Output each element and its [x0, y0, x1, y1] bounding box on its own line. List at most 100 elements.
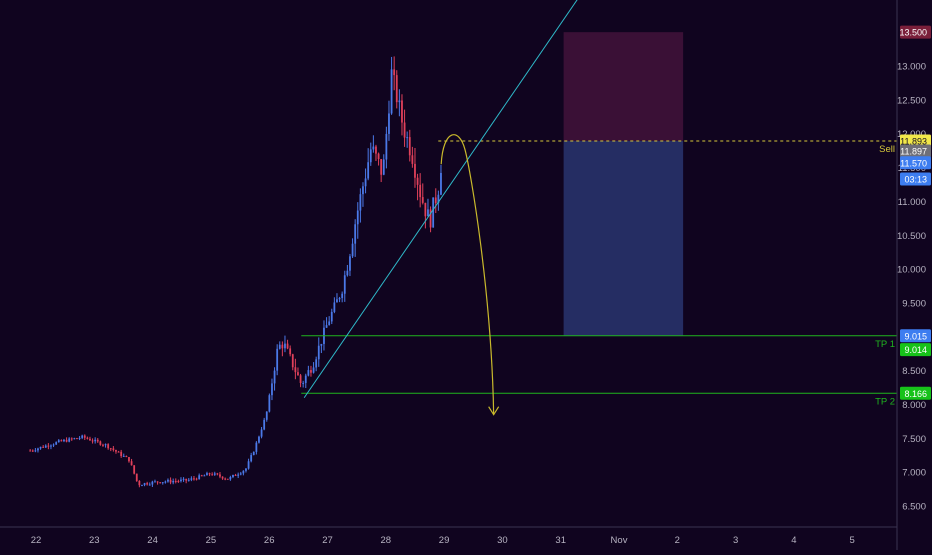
candle-down	[112, 446, 115, 452]
candle-up	[346, 264, 349, 277]
candle-down	[289, 345, 292, 357]
candle-up	[341, 291, 344, 303]
candle-down	[120, 449, 123, 458]
drawing-tools[interactable]: Sell TP 1 TP 2	[301, 0, 897, 416]
candle-body	[247, 461, 250, 469]
candle-down	[297, 367, 299, 376]
candle-body	[434, 197, 437, 204]
candle-body	[385, 133, 388, 160]
candle-up	[320, 343, 323, 354]
candle-body	[185, 478, 188, 481]
candle-body	[416, 177, 419, 185]
candle-body	[89, 438, 91, 441]
candle-down	[408, 129, 411, 162]
candle-down	[99, 440, 102, 446]
candle-down	[380, 159, 383, 183]
candle-body	[86, 437, 89, 439]
level-tp-1[interactable]: TP 1	[301, 335, 897, 350]
candle-body	[156, 481, 159, 483]
candle-down	[401, 94, 403, 136]
candle-body	[208, 473, 211, 475]
price-badge-green: 8.166	[900, 386, 931, 400]
candle-down	[221, 476, 224, 480]
candle-down	[125, 455, 128, 458]
candle-body	[117, 451, 120, 453]
candle-down	[89, 436, 91, 441]
candle-up	[330, 308, 333, 325]
candle-up	[206, 471, 208, 476]
candle-body	[268, 395, 271, 412]
candle-up	[388, 100, 390, 141]
candle-down	[421, 183, 424, 205]
candle-body	[112, 448, 115, 451]
candle-up	[44, 444, 47, 448]
candle-body	[182, 478, 185, 480]
candle-body	[427, 209, 429, 217]
candle-body	[120, 451, 123, 457]
candle-up	[338, 296, 341, 303]
badge-text: 03:13	[904, 175, 927, 185]
level-sell[interactable]: Sell	[438, 140, 897, 155]
candle-up	[432, 197, 435, 228]
candle-down	[109, 447, 112, 452]
x-tick-label: 23	[89, 535, 100, 546]
candle-body	[424, 202, 427, 217]
y-tick-label: 13.000	[897, 62, 926, 73]
candle-up	[268, 393, 271, 413]
candle-up	[247, 458, 250, 470]
candle-body	[151, 481, 154, 485]
candle-body	[34, 450, 37, 452]
candle-up	[284, 335, 286, 353]
y-tick-label: 12.500	[897, 95, 926, 106]
candle-body	[377, 153, 380, 160]
candle-body	[388, 113, 390, 134]
y-tick-label: 8.500	[902, 366, 926, 377]
candle-body	[297, 372, 299, 376]
candle-down	[208, 472, 211, 477]
badge-background	[900, 386, 931, 400]
x-tick-label: 5	[850, 535, 855, 546]
candle-body	[364, 178, 367, 187]
y-tick-label: 7.000	[902, 468, 926, 479]
candle-down	[424, 202, 427, 229]
candle-up	[406, 131, 409, 148]
stop-loss-zone[interactable]	[563, 32, 684, 141]
candle-body	[299, 375, 302, 383]
candle-down	[219, 472, 221, 479]
candle-body	[395, 75, 398, 103]
candle-up	[148, 482, 151, 486]
candle-body	[245, 468, 247, 471]
candle-body	[148, 484, 151, 486]
take-profit-zone[interactable]	[563, 140, 684, 336]
candle-body	[255, 442, 258, 452]
trendline[interactable]	[303, 0, 578, 399]
candle-up	[39, 446, 42, 450]
candle-down	[185, 478, 188, 484]
candle-body	[317, 345, 320, 360]
candle-up	[349, 253, 351, 277]
candle-up	[34, 448, 37, 453]
candle-up	[182, 477, 185, 482]
candle-body	[68, 438, 71, 442]
candle-down	[395, 70, 398, 109]
candle-body	[343, 275, 346, 294]
candle-body	[146, 483, 149, 485]
candle-body	[52, 444, 55, 446]
projection-arrow[interactable]	[440, 134, 495, 415]
candle-body	[172, 480, 175, 483]
candle-body	[65, 439, 68, 442]
time-axis[interactable]: 22 23 24 25 26 27 28 29 30 31 Nov 2 3 4 5	[0, 526, 897, 546]
candle-up	[271, 378, 273, 401]
candle-body	[226, 478, 229, 480]
candle-down	[156, 481, 159, 485]
candle-down	[47, 443, 50, 450]
candle-up	[213, 471, 216, 476]
candle-body	[232, 474, 234, 478]
level-tp-2[interactable]: TP 2	[301, 392, 897, 407]
x-tick-label: Nov	[611, 535, 628, 546]
candle-down	[130, 458, 133, 466]
candle-body	[234, 474, 237, 476]
candle-body	[320, 343, 323, 346]
